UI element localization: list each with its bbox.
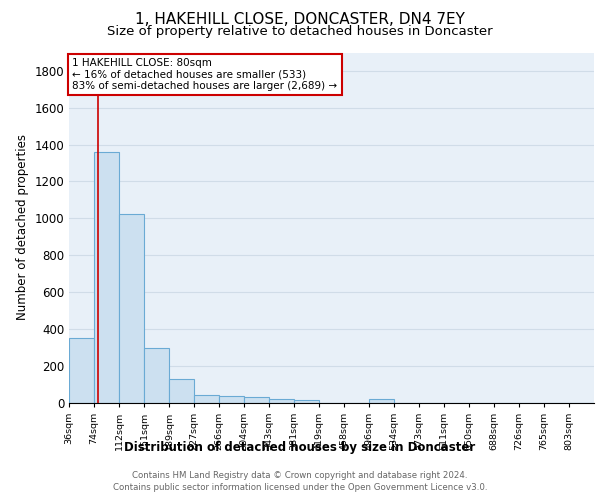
Text: Contains public sector information licensed under the Open Government Licence v3: Contains public sector information licen…	[113, 483, 487, 492]
Text: Contains HM Land Registry data © Crown copyright and database right 2024.: Contains HM Land Registry data © Crown c…	[132, 471, 468, 480]
Bar	[194, 395, 219, 402]
Bar	[69, 338, 94, 402]
Text: 1 HAKEHILL CLOSE: 80sqm
← 16% of detached houses are smaller (533)
83% of semi-d: 1 HAKEHILL CLOSE: 80sqm ← 16% of detache…	[72, 58, 337, 91]
Bar	[119, 214, 144, 402]
Bar	[269, 399, 294, 402]
Bar	[369, 399, 394, 402]
Y-axis label: Number of detached properties: Number of detached properties	[16, 134, 29, 320]
Text: 1, HAKEHILL CLOSE, DONCASTER, DN4 7EY: 1, HAKEHILL CLOSE, DONCASTER, DN4 7EY	[135, 12, 465, 28]
Bar	[294, 400, 319, 402]
Bar	[169, 378, 194, 402]
Bar	[144, 348, 169, 403]
Bar	[244, 397, 269, 402]
Text: Size of property relative to detached houses in Doncaster: Size of property relative to detached ho…	[107, 25, 493, 38]
Bar	[219, 396, 244, 402]
Bar	[94, 152, 119, 403]
Text: Distribution of detached houses by size in Doncaster: Distribution of detached houses by size …	[124, 441, 476, 454]
